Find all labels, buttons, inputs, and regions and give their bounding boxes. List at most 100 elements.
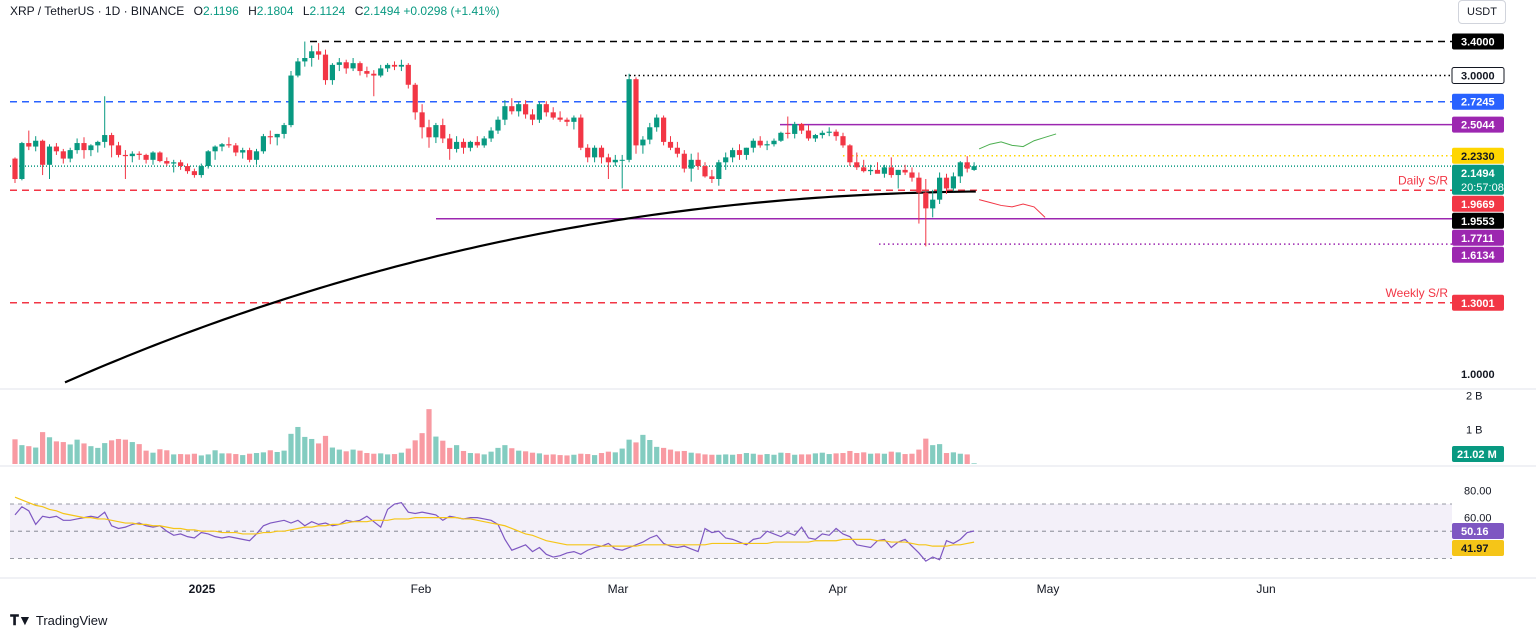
candle-body — [467, 141, 473, 148]
candle-body — [730, 150, 736, 158]
price-tag-label: 1.3001 — [1461, 298, 1495, 310]
volume-bar — [295, 426, 301, 464]
candle-body — [495, 119, 501, 131]
volume-bar — [198, 455, 204, 464]
candle-body — [33, 140, 39, 147]
volume-last-tag — [1452, 446, 1504, 462]
volume-bar — [136, 444, 142, 464]
candle-body — [267, 136, 273, 138]
candle-body — [316, 51, 322, 55]
volume-bar — [12, 439, 18, 464]
volume-bar — [150, 452, 156, 464]
candle-body — [233, 145, 239, 153]
volume-bar — [826, 454, 832, 464]
candle-body — [343, 62, 349, 69]
volume-axis-tick: 2 B — [1466, 390, 1483, 402]
volume-bar — [398, 452, 404, 464]
candle-body — [74, 143, 80, 151]
candle-body — [812, 135, 818, 139]
price-tag-label: 2.5044 — [1461, 120, 1496, 132]
volume-bar — [350, 449, 356, 464]
candles — [12, 41, 977, 247]
volume-bar — [419, 433, 425, 464]
candle-body — [902, 169, 908, 173]
candle-body — [253, 151, 260, 160]
candle-body — [943, 177, 950, 189]
bearish-projection-path — [978, 199, 1046, 218]
tradingview-brand[interactable]: 𝐓▼ TradingView — [10, 612, 107, 629]
time-axis-tick: Apr — [829, 582, 848, 596]
volume-bar — [329, 447, 335, 464]
candle-body — [716, 162, 722, 180]
candle-body — [40, 140, 46, 165]
volume-bar — [447, 447, 453, 464]
candle-body — [764, 144, 770, 146]
volume-bar — [536, 453, 542, 464]
volume-bar — [281, 450, 287, 464]
volume-bar — [26, 446, 32, 464]
rsi-axis-tick: 80.00 — [1464, 485, 1492, 497]
price-tag — [1451, 67, 1505, 85]
candle-body — [536, 104, 542, 120]
candle-body — [840, 136, 846, 146]
price-tag-label: 1.0000 — [1461, 369, 1495, 381]
symbol-name[interactable]: XRP / TetherUS · 1D · BINANCE — [10, 4, 185, 18]
volume-bar — [592, 455, 598, 464]
currency-unit-button[interactable]: USDT — [1458, 0, 1506, 24]
candle-body — [122, 154, 128, 157]
volume-bar — [109, 440, 115, 464]
volume-bar — [888, 451, 894, 464]
candle-body — [288, 75, 294, 126]
volume-bar — [233, 454, 239, 464]
volume-bar — [812, 453, 818, 464]
candle-body — [102, 135, 108, 142]
volume-bar — [467, 453, 473, 464]
volume-bar — [33, 447, 39, 464]
bullish-projection-path — [978, 133, 1057, 150]
volume-bar — [253, 453, 260, 464]
volume-bar — [364, 453, 370, 464]
volume-bar — [598, 453, 605, 464]
candle-body — [854, 162, 860, 168]
price-tag — [1452, 33, 1504, 50]
volume-bar — [247, 453, 253, 464]
price-tag — [1452, 212, 1504, 229]
volume-bar — [943, 453, 950, 464]
volume-bar — [557, 455, 563, 464]
volume-bar — [60, 442, 66, 464]
volume-bar — [378, 453, 384, 464]
moving-average-line — [64, 190, 976, 384]
candle-body — [612, 159, 618, 163]
volume-bar — [129, 442, 135, 464]
volume-bar — [716, 454, 722, 464]
candle-body — [826, 131, 832, 133]
candle-body — [53, 146, 59, 152]
candle-body — [592, 147, 598, 158]
candle-body — [26, 143, 32, 147]
volume-bar — [426, 409, 432, 464]
candle-body — [923, 192, 929, 209]
candle-body — [702, 166, 708, 177]
volume-bar — [219, 453, 225, 464]
candle-body — [295, 61, 301, 76]
candle-body — [771, 140, 777, 145]
candle-body — [460, 141, 467, 148]
volume-bar — [819, 452, 825, 464]
volume-bar — [681, 450, 687, 464]
volume-bar — [529, 452, 536, 464]
candle-body — [447, 138, 453, 149]
candle-body — [619, 159, 625, 161]
volume-bar — [792, 454, 798, 464]
candle-body — [799, 123, 805, 131]
rsi-tag — [1452, 522, 1504, 539]
volume-bar — [895, 452, 901, 464]
candle-body — [433, 125, 439, 138]
candle-body — [688, 159, 694, 169]
candle-body — [219, 144, 225, 147]
volume-bar — [723, 454, 729, 464]
candle-body — [247, 150, 253, 160]
volume-bar — [184, 454, 191, 464]
volume-bar — [674, 451, 680, 464]
candle-body — [440, 125, 446, 139]
